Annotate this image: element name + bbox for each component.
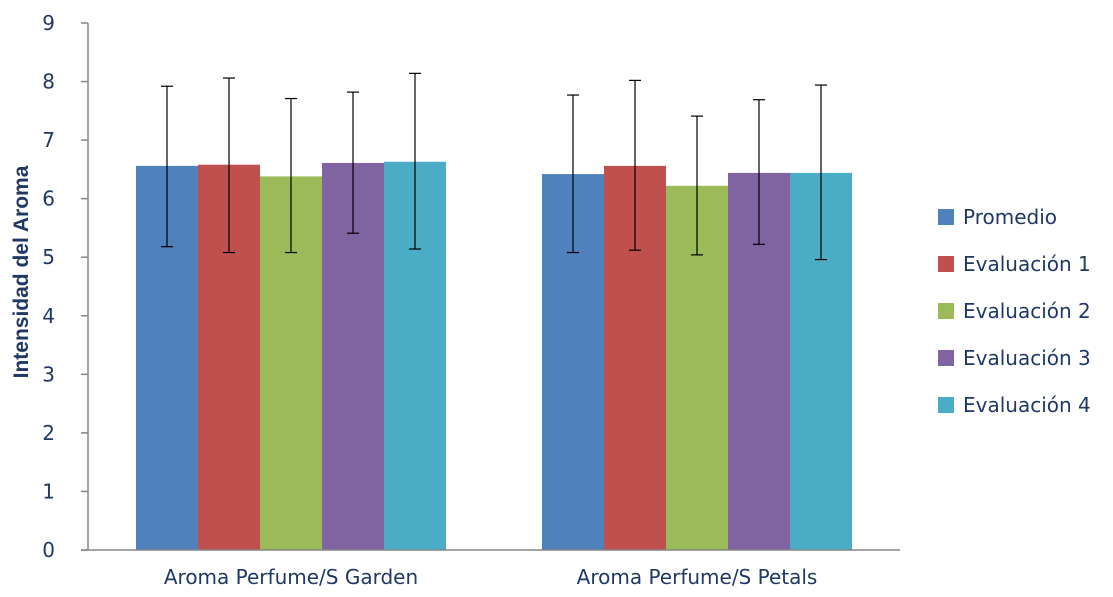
legend-swatch xyxy=(938,302,954,319)
legend-item: Evaluación 4 xyxy=(938,381,1091,428)
y-tick-label: 3 xyxy=(42,362,55,386)
y-tick-label: 9 xyxy=(42,11,55,35)
y-tick-label: 4 xyxy=(42,304,55,328)
legend: Promedio Evaluación 1 Evaluación 2 Evaluaci… xyxy=(938,193,1091,428)
y-tick-label: 7 xyxy=(42,128,55,152)
y-axis-ticks: 0 1 2 3 4 5 6 7 8 9 xyxy=(42,11,88,562)
y-tick-label: 2 xyxy=(42,421,55,445)
y-tick-label: 6 xyxy=(42,187,55,211)
x-category-label: Aroma Perfume/S Petals xyxy=(577,565,818,589)
y-axis-title: Intensidad del Aroma xyxy=(10,165,33,378)
x-axis-labels: Aroma Perfume/S Garden Aroma Perfume/S Pe… xyxy=(164,565,817,589)
legend-item: Promedio xyxy=(938,193,1091,240)
x-category-label: Aroma Perfume/S Garden xyxy=(164,565,418,589)
legend-item: Evaluación 3 xyxy=(938,334,1091,381)
y-tick-label: 1 xyxy=(42,479,55,503)
legend-swatch xyxy=(938,208,954,225)
legend-label: Evaluación 1 xyxy=(963,251,1091,276)
legend-label: Evaluación 3 xyxy=(963,345,1091,370)
legend-label: Evaluación 2 xyxy=(963,298,1091,323)
y-tick-label: 0 xyxy=(42,538,55,562)
legend-label: Promedio xyxy=(963,204,1058,229)
bars xyxy=(136,161,852,551)
legend-swatch xyxy=(938,255,954,272)
legend-label: Evaluación 4 xyxy=(963,392,1091,417)
y-tick-label: 5 xyxy=(42,245,55,269)
legend-swatch xyxy=(938,396,954,413)
legend-swatch xyxy=(938,349,954,366)
y-tick-label: 8 xyxy=(42,70,55,94)
legend-item: Evaluación 2 xyxy=(938,287,1091,334)
error-bars xyxy=(161,72,827,261)
legend-item: Evaluación 1 xyxy=(938,240,1091,287)
